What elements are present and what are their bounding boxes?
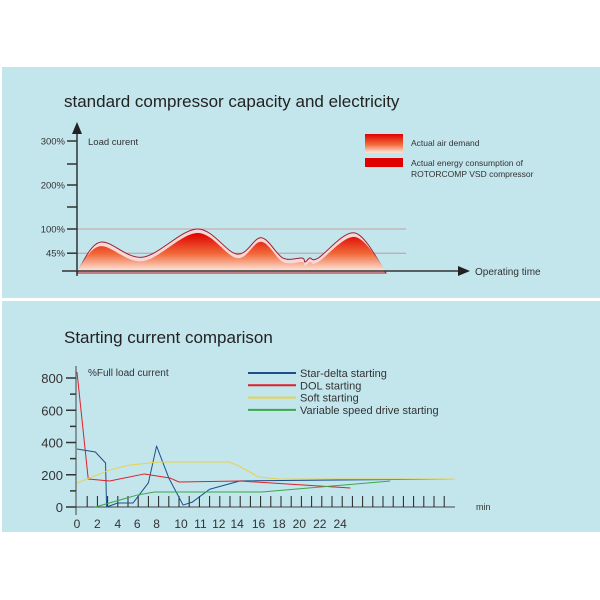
x-tick-label: 10 xyxy=(174,517,188,531)
x-tick-label: 16 xyxy=(252,517,266,531)
x-axis-arrow-icon xyxy=(458,266,470,276)
y-tick-label: 800 xyxy=(41,371,63,386)
legend-label-energy-line1: Actual energy consumption of xyxy=(411,158,524,168)
y-axis-label: Load curent xyxy=(88,137,139,148)
y-tick-label: 400 xyxy=(41,436,63,451)
x-tick-label: 14 xyxy=(230,517,244,531)
starting-current-title: Starting current comparison xyxy=(64,328,273,347)
legend-swatch-energy xyxy=(365,158,403,167)
x-tick-label: 22 xyxy=(313,517,327,531)
y-tick-label: 100% xyxy=(41,225,66,236)
legend-label-0: Star-delta starting xyxy=(300,368,387,380)
y-axis-arrow-icon xyxy=(72,122,82,134)
x-tick-label: 4 xyxy=(114,517,121,531)
series-line-2 xyxy=(76,461,455,484)
series-line-1 xyxy=(76,371,351,489)
y-tick-label: 0 xyxy=(56,500,63,515)
y-tick-label: 300% xyxy=(41,137,66,148)
capacity-chart-title: standard compressor capacity and electri… xyxy=(64,92,400,111)
x-tick-label: 6 xyxy=(134,517,141,531)
legend-label-air-demand: Actual air demand xyxy=(411,138,480,148)
y-tick-label: 200 xyxy=(41,468,63,483)
x-tick-label: 12 xyxy=(212,517,226,531)
y-tick-label: 200% xyxy=(41,181,66,192)
legend-label-energy-line2: ROTORCOMP VSD compressor xyxy=(411,169,534,179)
starting-current-panel: Starting current comparison xyxy=(2,301,600,532)
legend-swatch-air-demand xyxy=(365,134,403,153)
legend-label-2: Soft starting xyxy=(300,393,359,405)
x-axis-label: min xyxy=(476,502,491,512)
x-axis-label: Operating time xyxy=(475,267,541,278)
y-tick-label: 600 xyxy=(41,403,63,418)
x-tick-label: 18 xyxy=(272,517,286,531)
series-line-0 xyxy=(76,445,455,508)
x-tick-label: 24 xyxy=(333,517,347,531)
legend-label-3: Variable speed drive starting xyxy=(300,405,439,417)
series-line-3 xyxy=(95,480,391,508)
legend-label-1: DOL starting xyxy=(300,380,361,392)
x-tick-label: 2 xyxy=(94,517,101,531)
x-tick-label: 8 xyxy=(153,517,160,531)
x-tick-label: 20 xyxy=(293,517,307,531)
x-tick-label: 11 xyxy=(194,517,207,531)
x-tick-label: 0 xyxy=(74,517,81,531)
y-axis-label: %Full load current xyxy=(88,368,169,379)
y-tick-label: 45% xyxy=(46,249,66,260)
energy-consumption-area xyxy=(77,232,386,271)
